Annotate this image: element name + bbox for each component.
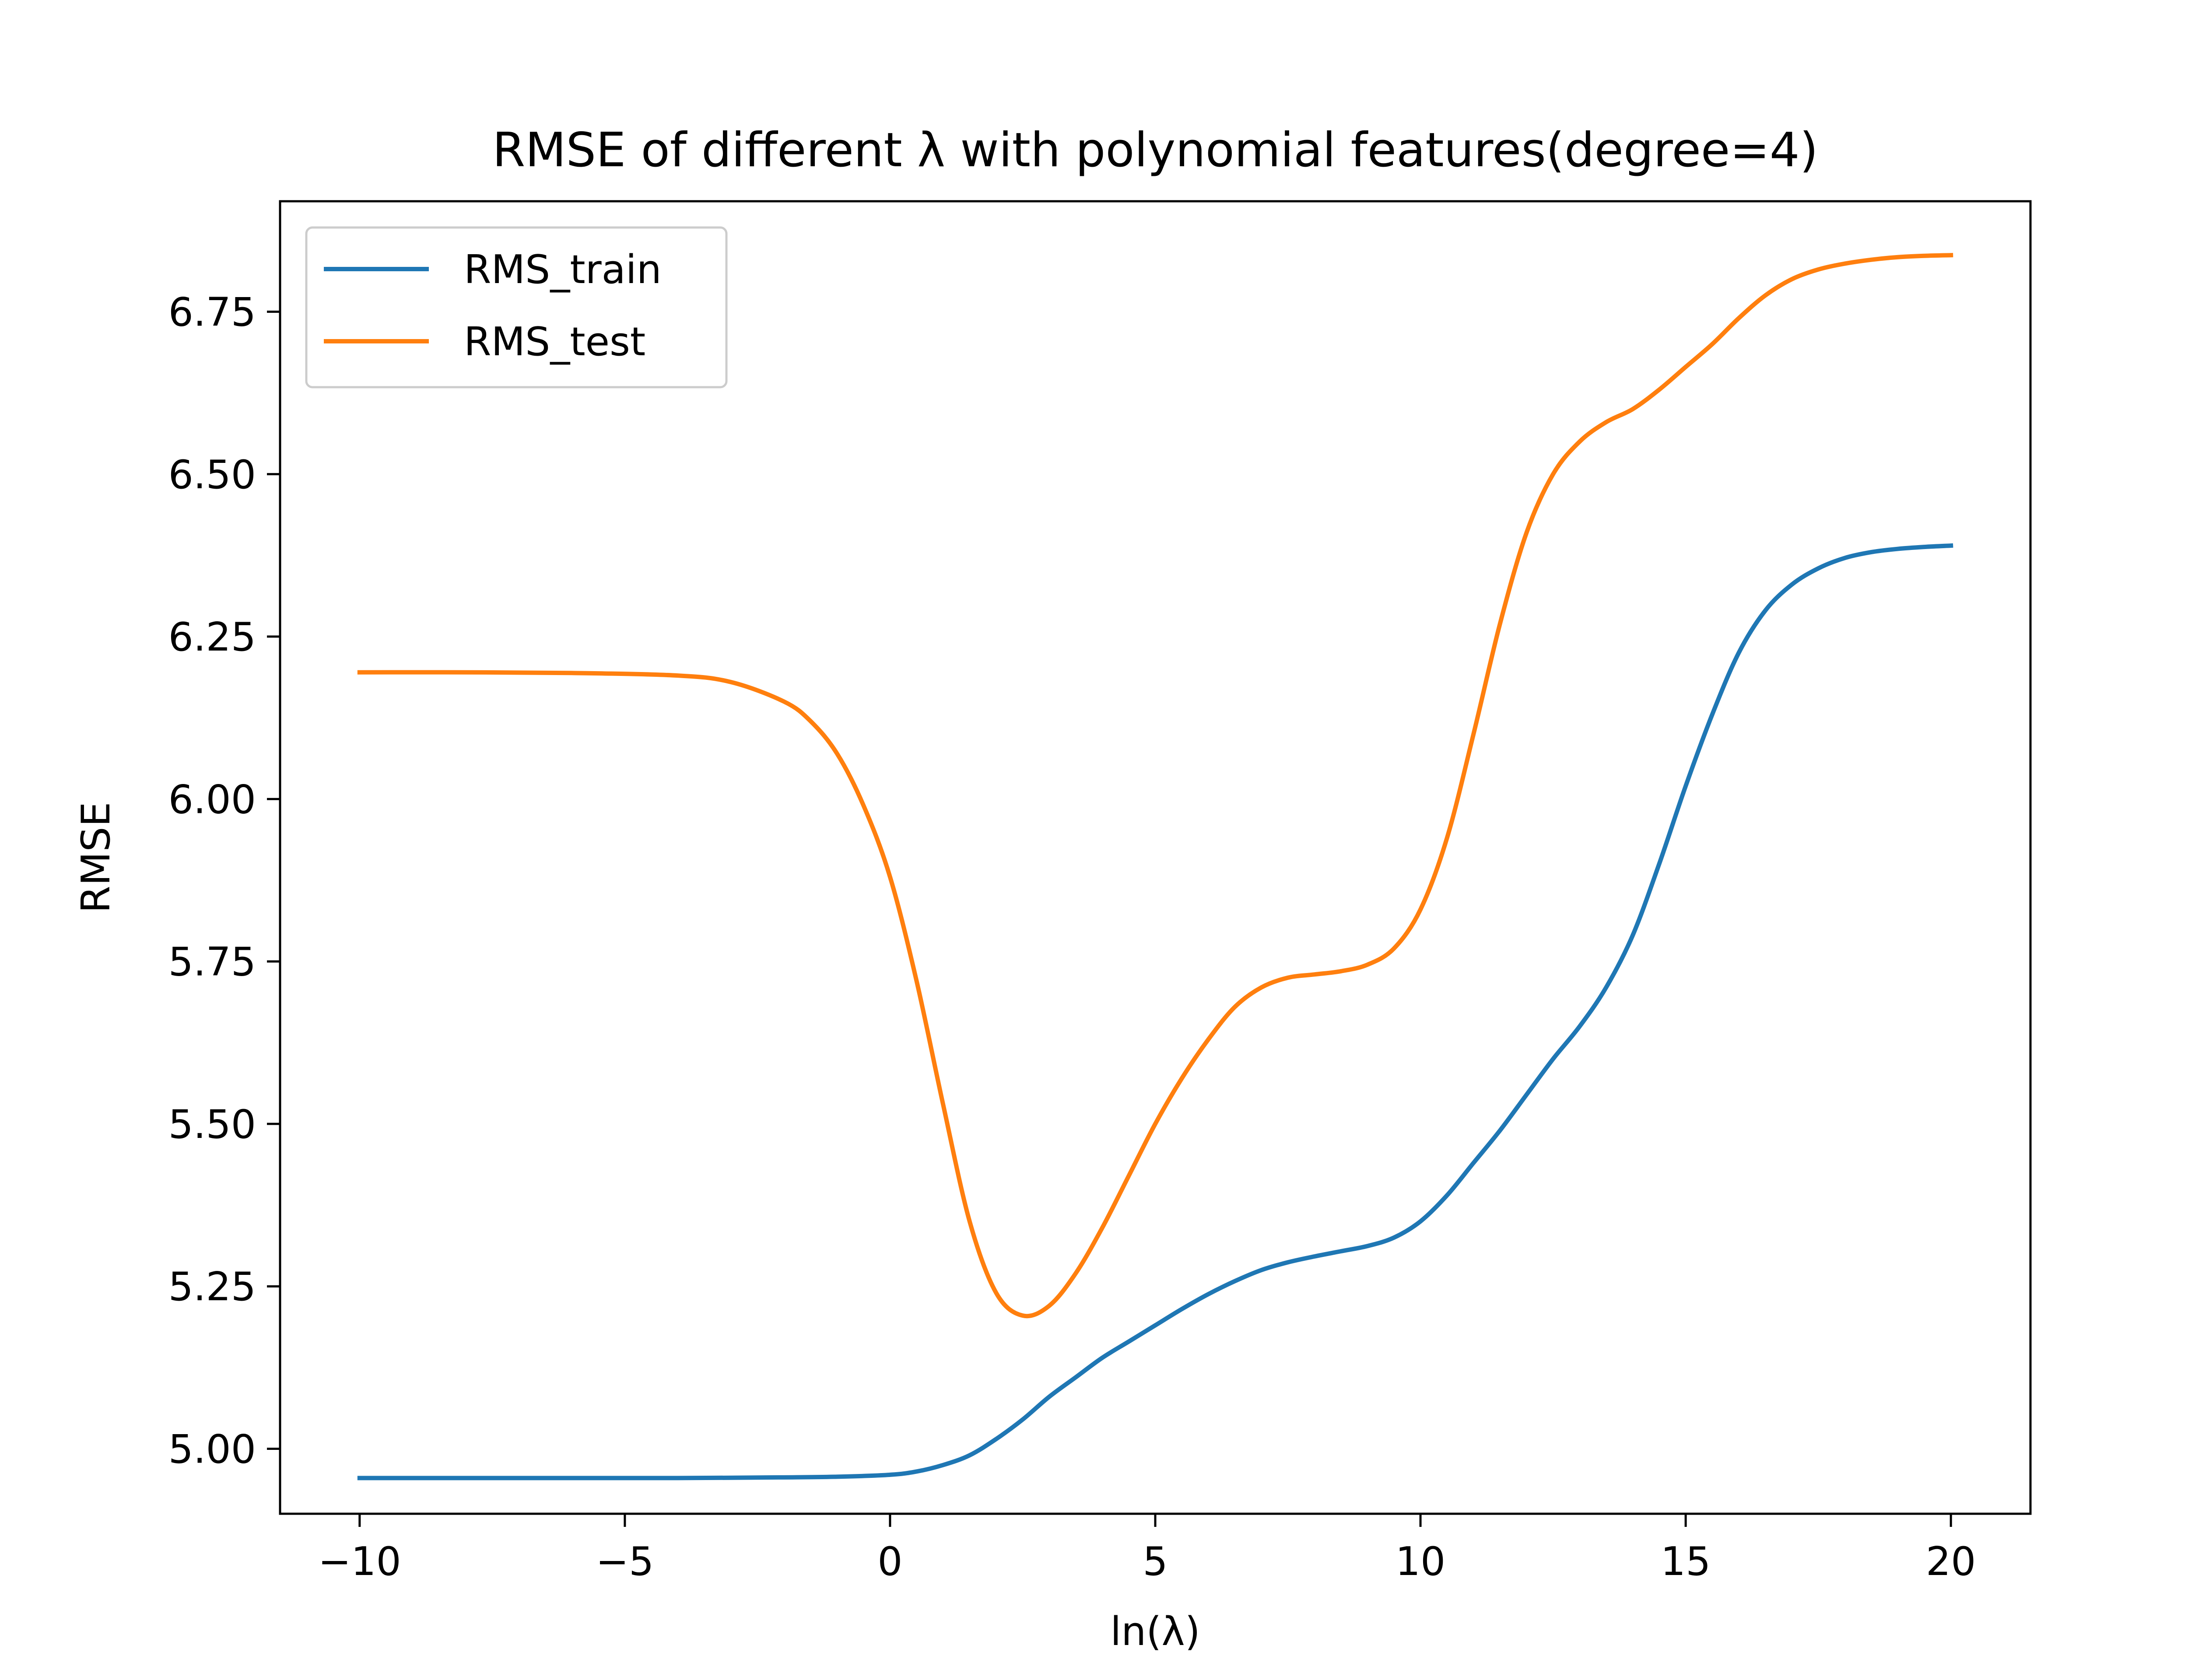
x-tick-label: 10: [1396, 1539, 1446, 1585]
y-tick-label: 5.50: [168, 1102, 256, 1148]
x-tick-label: 0: [877, 1539, 902, 1585]
x-tick-label: −5: [596, 1539, 654, 1585]
y-tick-label: 6.25: [168, 614, 256, 660]
x-tick-label: 20: [1926, 1539, 1976, 1585]
legend: RMS_train RMS_test: [305, 226, 728, 388]
y-tick-label: 5.25: [168, 1264, 256, 1310]
y-tick-label: 5.00: [168, 1426, 256, 1472]
x-axis-label: ln(λ): [1110, 1609, 1200, 1655]
series-layer: [357, 253, 1953, 1480]
legend-label-rms-train: RMS_train: [464, 247, 662, 293]
x-tick-label: 5: [1143, 1539, 1168, 1585]
x-tick-label: −10: [318, 1539, 401, 1585]
y-tick-label: 6.50: [168, 452, 256, 498]
legend-label-rms-test: RMS_test: [464, 319, 645, 365]
series-line-rms-test: [357, 253, 1953, 1319]
y-tick-label: 6.75: [168, 289, 256, 335]
chart-title: RMSE of different λ with polynomial feat…: [492, 123, 1818, 178]
series-line-rms-train: [357, 543, 1953, 1480]
y-axis: 5.00 5.25 5.50 5.75 6.00 6.25 6.50 6.75: [168, 289, 280, 1472]
y-tick-label: 6.00: [168, 777, 256, 822]
x-tick-label: 15: [1661, 1539, 1711, 1585]
y-axis-label: RMSE: [73, 802, 119, 913]
x-axis: −10 −5 0 5 10 15 20: [318, 1514, 1976, 1585]
y-tick-label: 5.75: [168, 939, 256, 985]
